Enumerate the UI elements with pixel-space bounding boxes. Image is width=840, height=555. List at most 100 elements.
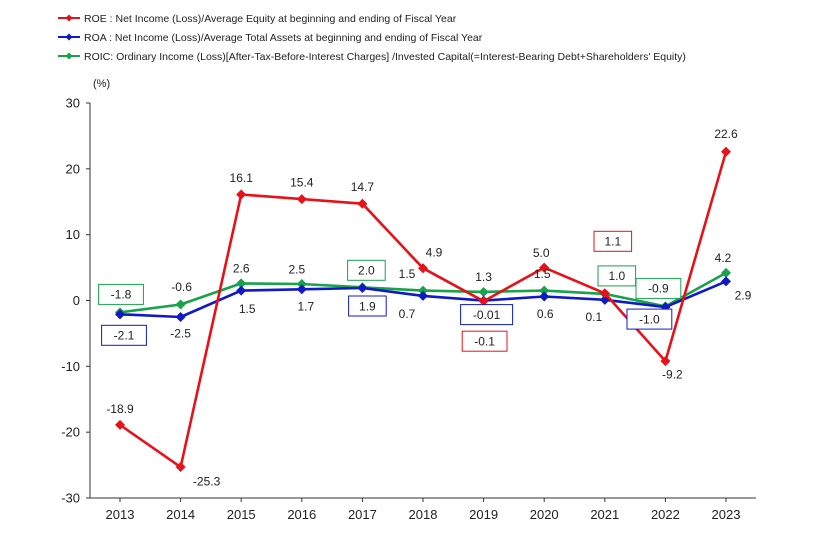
data-label: 5.0 [533,246,550,260]
data-label-box [460,304,514,326]
x-tick-label: 2015 [227,507,256,522]
data-label: -1.8 [111,288,132,302]
data-point-marker [599,288,610,299]
y-axis-unit-label: (%) [93,78,110,90]
y-tick-label: -20 [61,425,80,440]
legend-swatch-marker [65,33,73,41]
data-label: 22.6 [714,127,738,141]
data-point-marker [296,194,307,205]
data-label: 0.6 [537,307,554,321]
data-point-marker [721,146,731,157]
data-point-marker [115,419,125,430]
data-point-marker [539,262,550,273]
x-tick-label: 2021 [590,507,619,522]
data-label-box [597,265,637,287]
data-point-marker [115,309,125,320]
data-label-box [593,230,633,252]
data-point-marker [418,290,428,301]
data-label: -2.1 [114,329,135,343]
data-label: -1.0 [639,312,660,326]
y-tick-label: -10 [61,359,80,374]
x-tick-label: 2023 [712,507,741,522]
data-label: -9.2 [662,367,683,381]
data-label-box [347,259,386,281]
data-label: -18.9 [106,402,134,416]
data-label: 0.7 [399,307,416,321]
x-tick-label: 2016 [287,507,316,522]
legend-label: ROE : Net Income (Loss)/Average Equity a… [84,13,457,25]
legend-label: ROIC: Ordinary Income (Loss)[After-Tax-B… [84,51,686,63]
data-label: 15.4 [290,175,314,189]
data-point-marker [539,291,550,302]
x-tick-label: 2017 [348,507,377,522]
x-tick-label: 2019 [469,507,498,522]
data-point-marker [175,299,186,310]
data-label: -25.3 [193,474,221,488]
data-point-marker [296,279,307,290]
data-point-marker [721,267,731,278]
x-tick-label: 2022 [651,507,680,522]
series-lines [115,146,731,473]
data-point-marker [478,286,489,297]
data-labels: -18.9 -25.3 16.1 15.4 14.7 4.9 -0.1 5.0 1.1 -9.2 2… [98,127,752,488]
data-label: -2.5 [170,326,191,340]
data-label: 2.0 [358,264,375,278]
data-label: -0.1 [474,335,495,349]
data-label: 2.5 [288,262,305,276]
data-label-box [348,295,387,317]
y-tick-label: -30 [61,491,80,506]
axes: 30 20 10 0 -10 -20 -30 2013 2014 2015 2016 2017 2018… [61,96,756,522]
data-point-marker [236,189,247,200]
data-point-marker [539,285,550,296]
data-label: 4.9 [426,246,443,260]
data-point-marker [236,285,247,296]
x-tick-label: 2020 [530,507,559,522]
data-point-marker [357,198,368,209]
data-label-box [98,283,144,305]
data-label-box [101,324,147,346]
data-label: 1.5 [399,267,416,281]
data-label: 2.6 [233,262,250,276]
data-label: 2.9 [735,289,752,303]
data-point-marker [296,284,307,295]
data-label: 1.5 [239,302,256,316]
data-label: 1.5 [534,267,551,281]
y-tick-label: 0 [73,293,80,308]
data-point-marker [357,282,368,293]
legend-swatch-marker [65,52,73,60]
data-point-marker [418,263,428,274]
data-label-box [461,330,508,352]
data-label: 1.1 [604,235,621,249]
data-label: 0.1 [585,310,602,324]
data-point-marker [418,285,428,296]
data-point-marker [175,311,186,322]
data-label-box [635,277,682,299]
data-label: 14.7 [351,180,375,194]
data-label-box [626,308,673,330]
x-tick-label: 2014 [166,507,195,522]
x-tick-label: 2013 [106,507,135,522]
data-label: 1.7 [297,300,314,314]
data-label: -0.9 [648,282,669,296]
data-label: 1.9 [359,299,376,313]
data-label: 1.0 [608,269,625,283]
data-label: 16.1 [230,171,254,185]
data-point-marker [236,278,247,289]
data-label: -0.6 [171,280,192,294]
data-label: 4.2 [715,251,732,265]
data-point-marker [478,296,489,307]
legend-label: ROA : Net Income (Loss)/Average Total As… [84,32,483,44]
y-tick-label: 30 [66,96,80,111]
legend: ROE : Net Income (Loss)/Average Equity a… [58,13,686,63]
y-tick-label: 10 [66,227,80,242]
data-label: 1.3 [475,270,492,284]
data-point-marker [721,276,731,287]
x-tick-label: 2018 [409,507,438,522]
y-tick-label: 20 [66,161,80,176]
data-point-marker [175,462,186,473]
legend-swatch-marker [65,14,73,22]
data-label: -0.01 [473,308,501,322]
data-point-marker [660,356,671,367]
